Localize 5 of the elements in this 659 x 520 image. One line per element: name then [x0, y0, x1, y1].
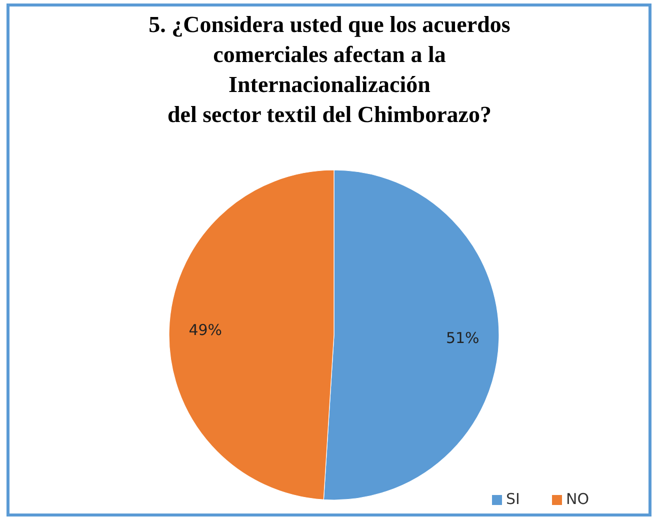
legend-label: SI: [506, 490, 520, 508]
data-label: 51%: [446, 329, 480, 348]
data-label: 49%: [188, 321, 222, 340]
legend-label: NO: [566, 490, 590, 508]
chart-title: 5. ¿Considera usted que los acuerdos comerciales afectan a la Internacionalización del sector textil del Chimborazo?: [148, 12, 510, 127]
